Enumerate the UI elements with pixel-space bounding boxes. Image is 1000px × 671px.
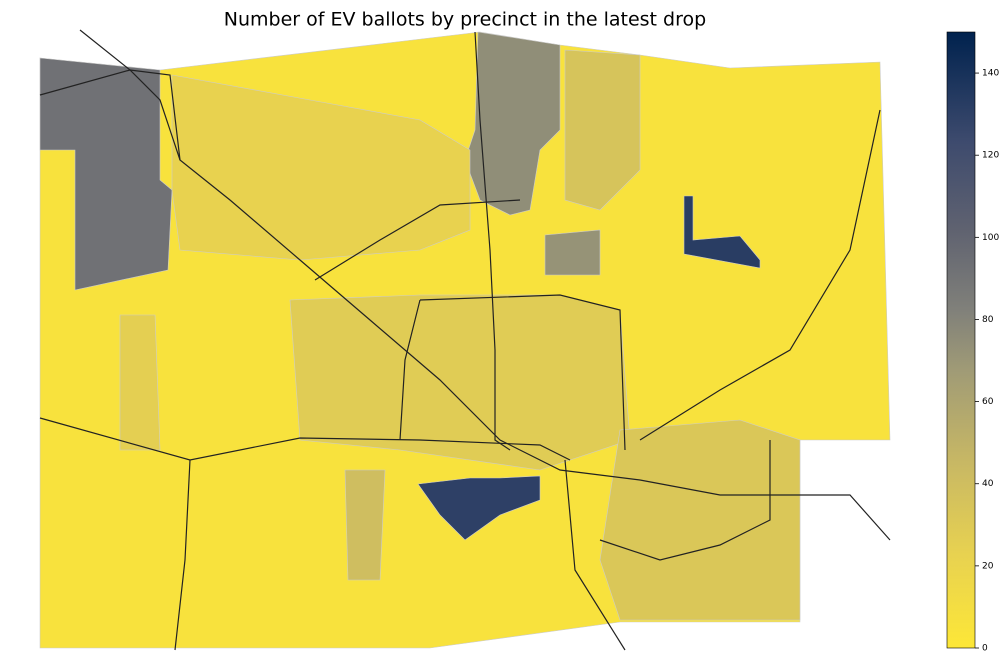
highways <box>39 29 891 651</box>
highway <box>174 459 191 651</box>
highway <box>314 199 521 281</box>
map-title: Number of EV ballots by precinct in the … <box>224 9 706 31</box>
precinct <box>564 49 641 211</box>
highway <box>39 69 181 161</box>
precinct <box>599 419 801 621</box>
precinct <box>683 195 761 269</box>
colorbar <box>946 31 976 649</box>
colorbar-tick-label: 60 <box>982 397 994 407</box>
precinct <box>464 31 561 216</box>
colorbar-tick-label: 120 <box>982 151 999 161</box>
precinct <box>544 229 601 276</box>
precinct <box>289 294 631 471</box>
highway <box>474 31 511 451</box>
colorbar-tick-label: 100 <box>982 233 999 243</box>
colorbar-tick-label: 20 <box>982 561 994 571</box>
precinct <box>119 314 161 451</box>
colorbar-tick-label: 40 <box>982 479 994 489</box>
highway <box>564 459 626 651</box>
precinct <box>417 475 541 541</box>
precinct <box>39 57 173 291</box>
highway <box>39 417 571 461</box>
highway <box>419 294 626 451</box>
precinct <box>344 469 386 581</box>
highway <box>79 29 891 541</box>
colorbar-tick-label: 80 <box>982 315 994 325</box>
colorbar-tick-label: 0 <box>982 644 988 654</box>
highway <box>399 299 421 441</box>
highway <box>639 109 881 441</box>
colorbar-tick-label: 140 <box>982 69 999 79</box>
precincts <box>39 31 891 649</box>
highway <box>599 440 771 561</box>
